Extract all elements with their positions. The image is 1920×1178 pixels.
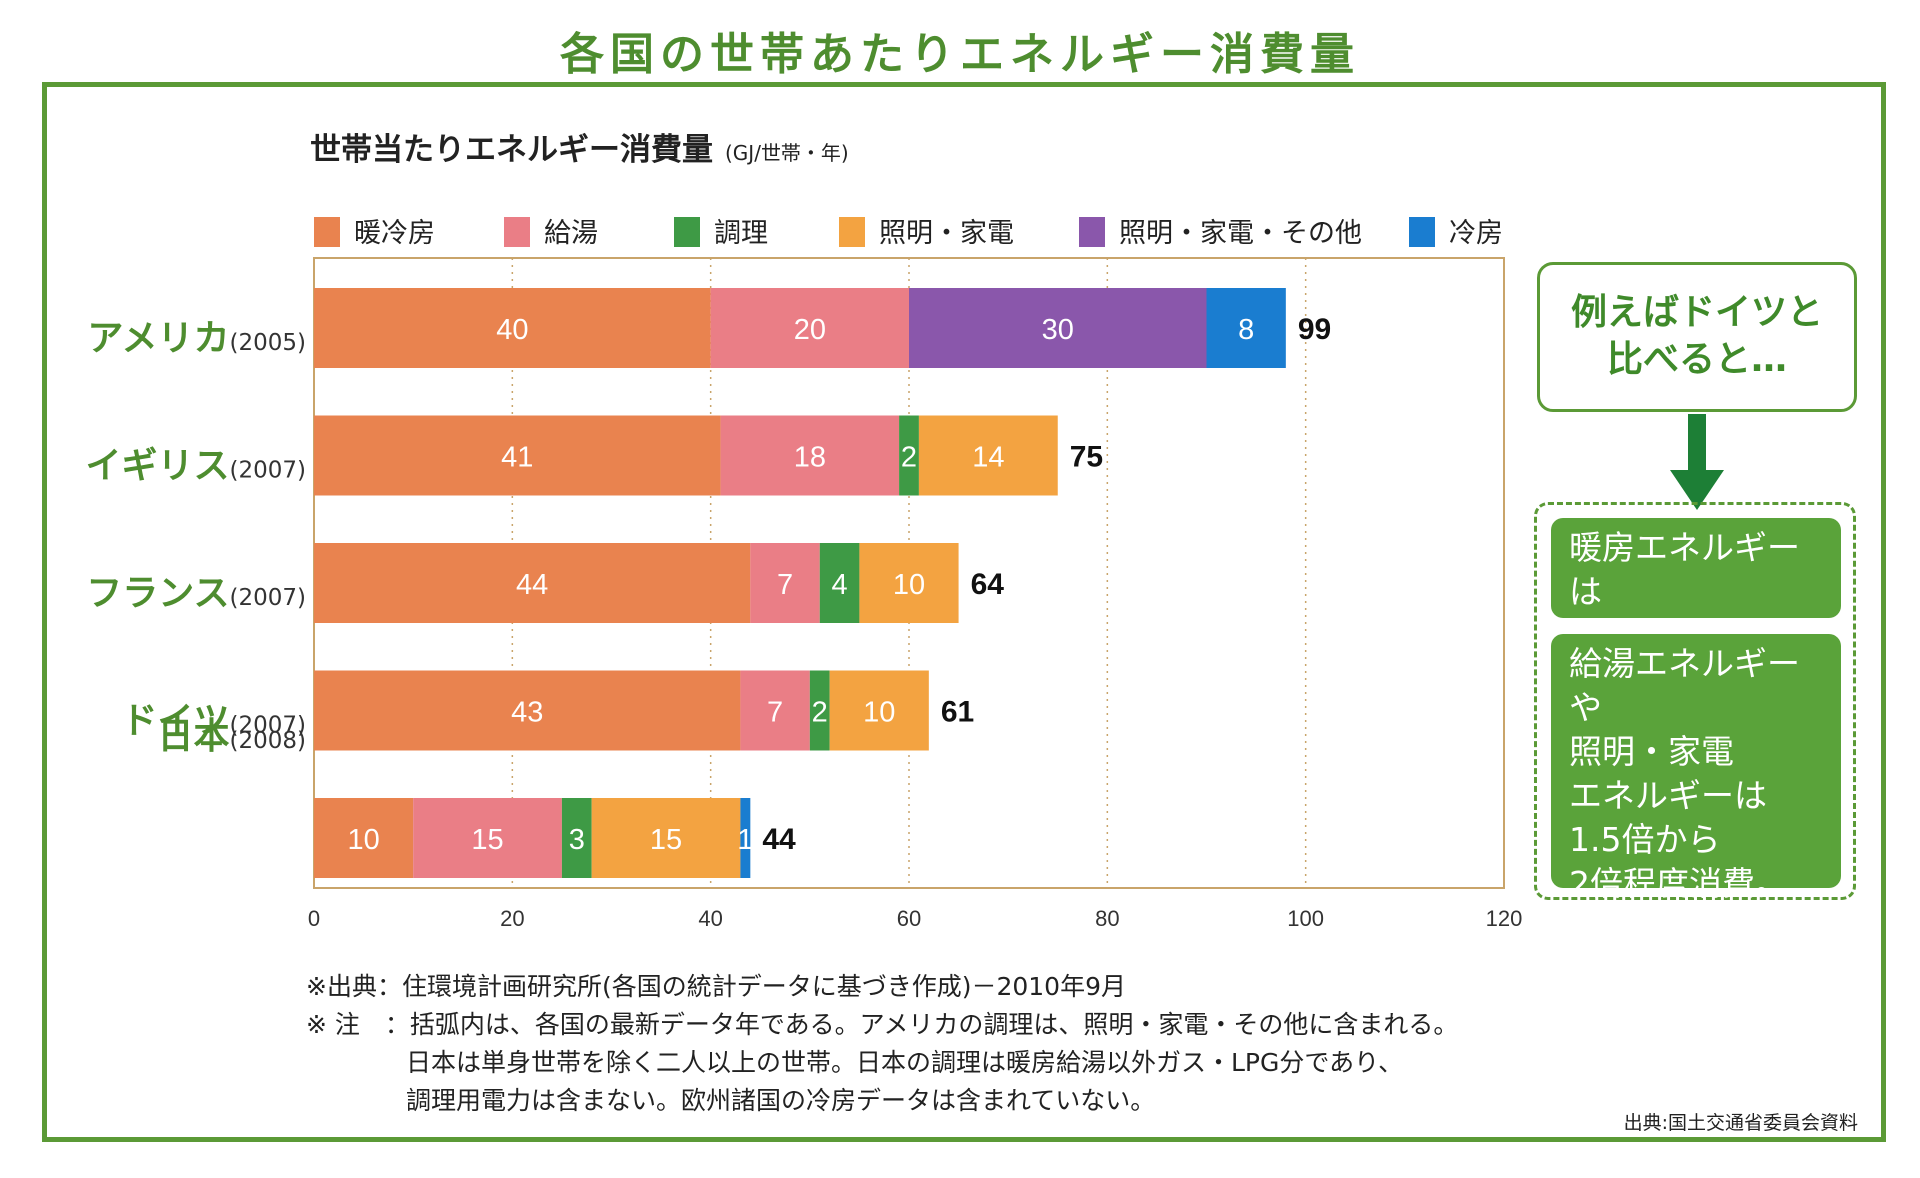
hot-water-lighting-note: 給湯エネルギーや 照明・家電 エネルギーは 1.5倍から 2倍程度消費。 [1551, 634, 1841, 903]
bar-segment [413, 798, 562, 878]
x-tick-label: 20 [500, 906, 524, 931]
segment-value-label: 14 [972, 442, 1004, 474]
x-tick-label: 0 [308, 906, 320, 931]
category-label: ドイツ(2007) [122, 701, 307, 742]
chart-title: 世帯当たりエネルギー消費量 (GJ/世帯・年) [310, 132, 849, 168]
legend-swatch [1079, 217, 1105, 247]
x-tick-label: 120 [1486, 906, 1523, 931]
segment-value-label: 20 [794, 314, 826, 346]
bar-segment [710, 288, 909, 368]
legend-label: 照明・家電 [879, 218, 1014, 249]
legend-swatch [1409, 217, 1435, 247]
category-name: フランス [86, 573, 229, 614]
bar-segment [819, 543, 860, 623]
total-value-label: 44 [762, 823, 796, 856]
legend-label: 照明・家電・その他 [1119, 218, 1362, 249]
bar-segment [909, 288, 1207, 368]
category-label: アメリカ(2005) [87, 318, 306, 359]
legend-swatch [839, 217, 865, 247]
legend-swatch [504, 217, 530, 247]
heating-note: 暖房エネルギーは 1/4。 [1551, 518, 1841, 655]
segment-value-label: 40 [496, 314, 528, 346]
note-source: ※出典：住環境計画研究所(各国の統計データに基づき作成)－2010年9月 [306, 972, 1126, 1001]
category-year: (2007) [230, 713, 306, 739]
total-value-label: 99 [1298, 313, 1331, 346]
bar-segment [750, 543, 820, 623]
legend-label: 暖冷房 [354, 218, 435, 249]
category-name: イギリス [86, 446, 230, 487]
chart-unit: (GJ/世帯・年) [725, 141, 849, 165]
main-title: 各国の世帯あたりエネルギー消費量 [560, 29, 1360, 80]
bar-segment [314, 670, 741, 751]
bar-segment [740, 798, 751, 878]
segment-value-label: 41 [501, 442, 533, 474]
bar-segment [1206, 288, 1286, 368]
callout-text: 例えばドイツと 比べると… [1570, 292, 1823, 380]
category-year: (2005) [230, 330, 306, 356]
total-value-label: 61 [941, 696, 974, 729]
x-tick-label: 80 [1095, 906, 1119, 931]
legend-label: 給湯 [544, 218, 598, 249]
bar-segment [561, 798, 592, 878]
segment-value-label: 43 [511, 697, 543, 729]
segment-value-label: 44 [516, 569, 548, 601]
comparison-box [1534, 502, 1856, 900]
legend-swatch [314, 217, 340, 247]
bar-segment [591, 798, 741, 878]
bar-segment [314, 543, 751, 623]
bar-segment [829, 670, 929, 751]
bar-segment [809, 670, 830, 751]
segment-value-label: 2 [812, 697, 828, 729]
category-label: フランス(2007) [86, 573, 306, 614]
bar-segment [314, 798, 414, 878]
segment-value-label: 15 [471, 824, 503, 856]
notes: ※出典：住環境計画研究所(各国の統計データに基づき作成)－2010年9月 ※ 注… [306, 968, 1458, 1120]
bar-segment [720, 415, 900, 496]
bar-segment [859, 543, 959, 623]
segment-value-label: 2 [901, 442, 917, 474]
segment-value-label: 10 [863, 697, 895, 729]
bar-segment [314, 288, 711, 368]
category-year: (2007) [230, 458, 306, 484]
bar-segment [314, 415, 721, 496]
x-tick-label: 40 [698, 906, 722, 931]
segment-value-label: 4 [832, 569, 848, 601]
down-arrow-icon [1688, 414, 1706, 474]
total-value-label: 64 [971, 568, 1005, 601]
segment-value-label: 7 [777, 569, 793, 601]
segment-value-label: 1 [737, 824, 753, 856]
bar-segment [740, 670, 810, 751]
category-name: ドイツ [122, 701, 230, 742]
category-name: 日本 [158, 716, 230, 757]
segment-value-label: 30 [1042, 314, 1074, 346]
category-label: イギリス(2007) [86, 446, 307, 487]
segment-value-label: 8 [1238, 314, 1254, 346]
segment-value-label: 7 [767, 697, 783, 729]
total-value-label: 75 [1070, 441, 1103, 474]
note-line-2: 日本は単身世帯を除く二人以上の世帯。日本の調理は暖房給湯以外ガス・LPG分であり… [306, 1048, 1404, 1077]
segment-value-label: 3 [569, 824, 585, 856]
legend-label: 冷房 [1449, 218, 1503, 249]
x-tick-label: 100 [1287, 906, 1324, 931]
note-line-1: ※ 注 ：括弧内は、各国の最新データ年である。アメリカの調理は、照明・家電・その… [306, 1010, 1459, 1039]
category-year: (2007) [230, 585, 306, 611]
bar-segment [899, 415, 919, 496]
x-tick-label: 60 [897, 906, 921, 931]
segment-value-label: 15 [650, 824, 682, 856]
note-line-3: 調理用電力は含まない。欧州諸国の冷房データは含まれていない。 [306, 1086, 1156, 1115]
legend-label: 調理 [714, 218, 768, 249]
segment-value-label: 18 [794, 442, 826, 474]
source-credit: 出典:国土交通省委員会資料 [1623, 1112, 1858, 1134]
segment-value-label: 10 [893, 569, 925, 601]
category-name: アメリカ [87, 318, 229, 359]
callout-box: 例えばドイツと 比べると… [1537, 262, 1857, 412]
category-year: (2008) [230, 728, 306, 754]
segment-value-label: 10 [347, 824, 379, 856]
category-label: 日本(2008) [158, 716, 307, 757]
legend-swatch [674, 217, 700, 247]
bar-segment [918, 415, 1058, 496]
